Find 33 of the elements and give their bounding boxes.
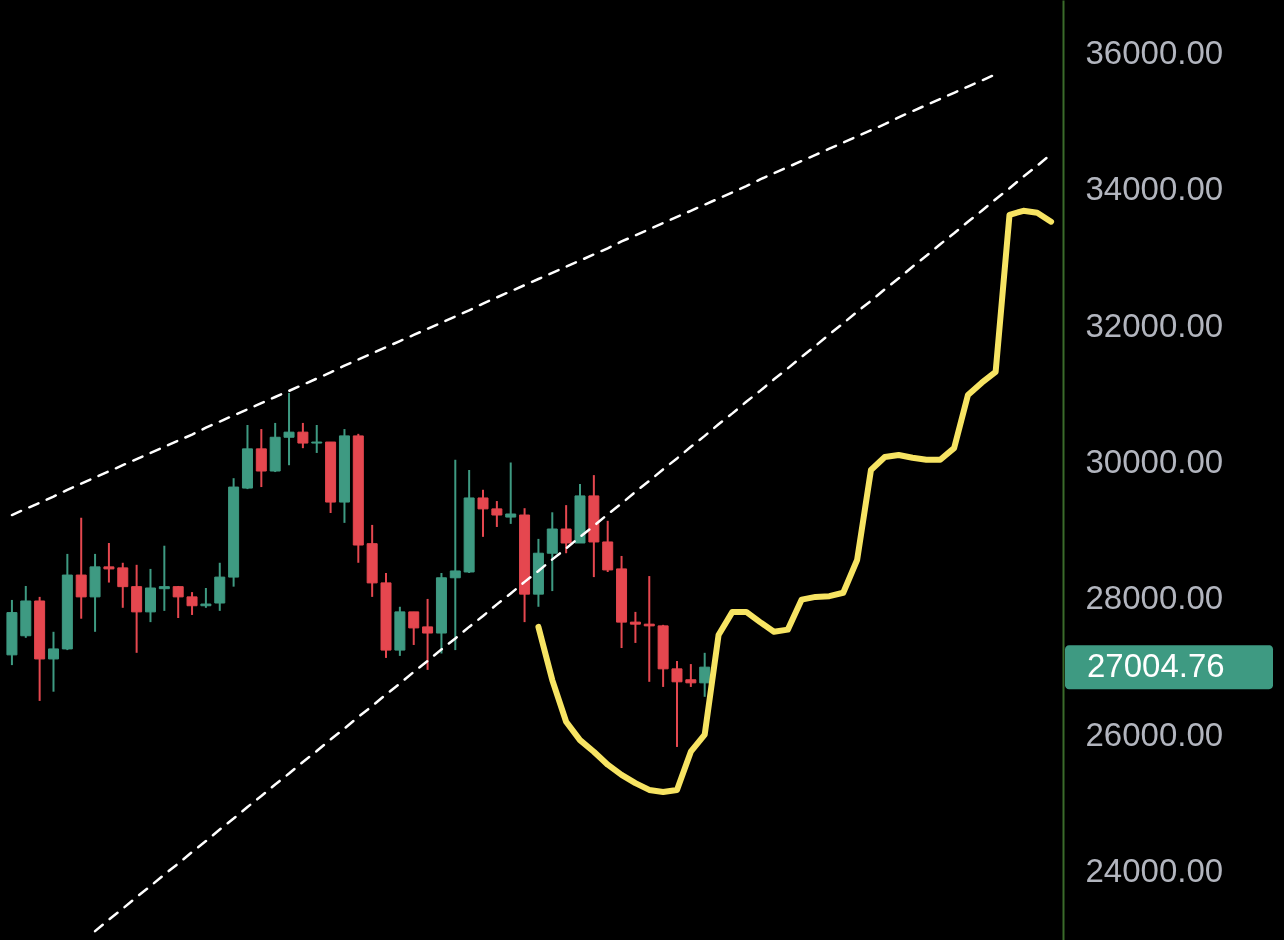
candlestick: [671, 660, 683, 748]
candlestick: [255, 428, 267, 489]
y-tick-label: 30000.00: [1085, 443, 1224, 480]
candlestick: [422, 597, 434, 671]
text: 27004.76: [1087, 647, 1225, 685]
y-tick-label: 24000.00: [1085, 852, 1224, 890]
candlestick: [449, 458, 461, 652]
candlestick: [75, 516, 87, 620]
candlestick: [297, 421, 309, 450]
candlestick: [685, 663, 697, 688]
candlestick: [172, 584, 184, 620]
candlestick: [643, 575, 655, 683]
y-tick-label: 26000.00: [1085, 715, 1224, 753]
candlestick: [158, 544, 170, 612]
candlestick: [477, 488, 489, 538]
candlestick: [47, 630, 59, 693]
candlestick: [629, 610, 641, 644]
candlestick: [200, 587, 212, 609]
candlestick: [491, 500, 503, 528]
y-tick-label: 32000.00: [1085, 306, 1224, 344]
candlestick: [144, 567, 156, 624]
candlestick: [408, 610, 420, 646]
candlestick: [699, 651, 711, 698]
candlestick: [186, 591, 198, 616]
candlestick: [283, 391, 295, 467]
candlestick: [117, 561, 129, 609]
candlestick: [505, 461, 517, 525]
candlestick: [311, 423, 323, 454]
candlestick: [560, 504, 572, 555]
candlestick: [103, 541, 115, 584]
y-tick-label: 28000.00: [1085, 579, 1224, 617]
y-tick-label: 36000.00: [1085, 33, 1224, 71]
y-tick-label: 34000.00: [1085, 170, 1224, 208]
